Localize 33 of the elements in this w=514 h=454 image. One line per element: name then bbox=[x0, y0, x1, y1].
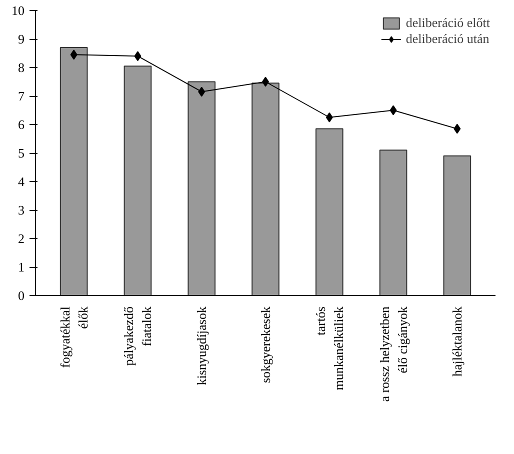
point bbox=[454, 124, 461, 134]
x-tick-label: fogyatékkal élők bbox=[57, 306, 90, 368]
point bbox=[70, 50, 78, 60]
y-tick-label: 9 bbox=[18, 32, 24, 46]
point bbox=[326, 112, 333, 122]
legend-label: deliberáció előtt bbox=[406, 15, 490, 31]
y-tick-label: 4 bbox=[18, 174, 25, 189]
bar bbox=[188, 81, 216, 296]
y-tick-label: 8 bbox=[18, 60, 24, 75]
x-tick-label: tartós munkanélküliek bbox=[312, 306, 346, 390]
point bbox=[390, 105, 397, 116]
bar bbox=[443, 155, 472, 296]
y-tick-label: 3 bbox=[18, 202, 24, 218]
bar bbox=[252, 82, 280, 296]
point bbox=[198, 86, 206, 97]
legend-label: deliberáció után bbox=[406, 31, 490, 47]
y-tick-label: 0 bbox=[18, 288, 24, 303]
bar bbox=[60, 47, 88, 296]
x-tick-label: pályakezdő fiatalok bbox=[121, 306, 154, 366]
x-tick-label: hajléktalanok bbox=[450, 306, 465, 377]
point bbox=[134, 51, 142, 62]
x-tick-label: a rossz helyzetben élő cigányok bbox=[376, 306, 410, 402]
bar bbox=[124, 66, 152, 296]
x-tick-label: kisnyugdíjasok bbox=[194, 306, 210, 386]
bar bbox=[315, 128, 344, 296]
y-tick-label: 5 bbox=[18, 146, 24, 160]
y-tick-label: 6 bbox=[18, 117, 25, 132]
x-tick-label: sokgyerekesek bbox=[258, 306, 273, 384]
y-tick-label: 7 bbox=[18, 88, 25, 104]
y-tick-label: 2 bbox=[18, 231, 24, 246]
bar bbox=[379, 150, 408, 296]
y-tick-label: 10 bbox=[12, 3, 24, 18]
y-tick-label: 1 bbox=[18, 260, 24, 274]
